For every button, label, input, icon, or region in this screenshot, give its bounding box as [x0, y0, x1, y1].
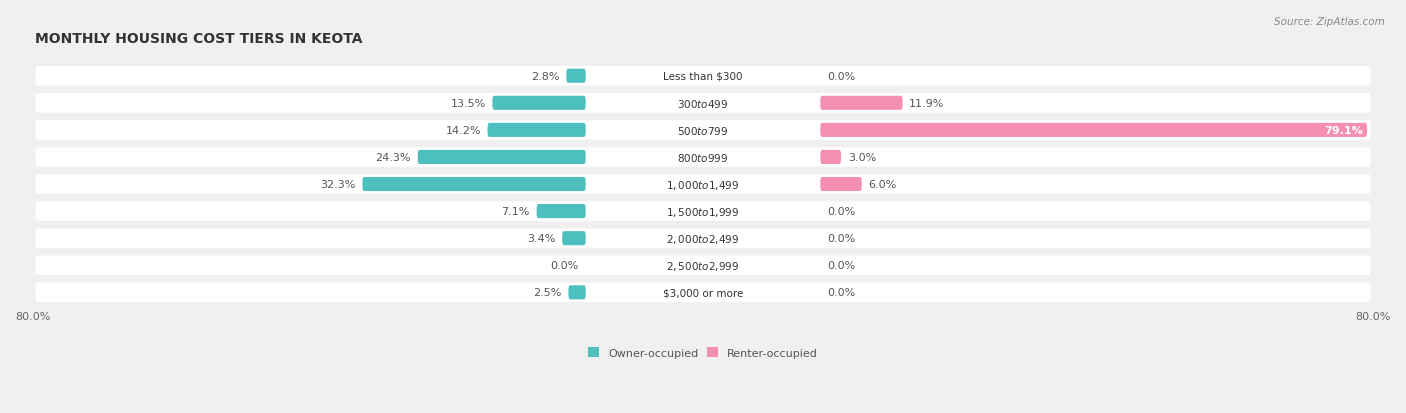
FancyBboxPatch shape — [562, 232, 586, 246]
FancyBboxPatch shape — [35, 148, 1371, 167]
FancyBboxPatch shape — [537, 204, 586, 218]
Text: 14.2%: 14.2% — [446, 126, 481, 135]
Text: 0.0%: 0.0% — [827, 261, 855, 271]
FancyBboxPatch shape — [35, 202, 1371, 221]
FancyBboxPatch shape — [35, 256, 1371, 275]
FancyBboxPatch shape — [35, 121, 1371, 140]
Text: 3.0%: 3.0% — [848, 152, 876, 163]
Text: 0.0%: 0.0% — [827, 234, 855, 244]
FancyBboxPatch shape — [488, 123, 586, 138]
Text: 0.0%: 0.0% — [551, 261, 579, 271]
Text: $1,500 to $1,999: $1,500 to $1,999 — [666, 205, 740, 218]
FancyBboxPatch shape — [35, 94, 1371, 113]
Text: 79.1%: 79.1% — [1324, 126, 1362, 135]
Text: 11.9%: 11.9% — [910, 99, 945, 109]
Text: 0.0%: 0.0% — [827, 71, 855, 81]
Text: 13.5%: 13.5% — [450, 99, 485, 109]
Text: MONTHLY HOUSING COST TIERS IN KEOTA: MONTHLY HOUSING COST TIERS IN KEOTA — [35, 31, 363, 45]
Text: 2.5%: 2.5% — [533, 287, 562, 298]
Text: $800 to $999: $800 to $999 — [678, 152, 728, 164]
FancyBboxPatch shape — [492, 97, 586, 111]
Text: 7.1%: 7.1% — [502, 206, 530, 216]
Text: Source: ZipAtlas.com: Source: ZipAtlas.com — [1274, 17, 1385, 26]
FancyBboxPatch shape — [568, 286, 586, 300]
Text: $2,500 to $2,999: $2,500 to $2,999 — [666, 259, 740, 272]
FancyBboxPatch shape — [35, 283, 1371, 302]
Text: 3.4%: 3.4% — [527, 234, 555, 244]
Text: 0.0%: 0.0% — [827, 206, 855, 216]
FancyBboxPatch shape — [567, 69, 586, 83]
Text: $1,000 to $1,499: $1,000 to $1,499 — [666, 178, 740, 191]
Text: 0.0%: 0.0% — [827, 287, 855, 298]
FancyBboxPatch shape — [820, 178, 862, 192]
Text: 2.8%: 2.8% — [531, 71, 560, 81]
Text: 6.0%: 6.0% — [869, 180, 897, 190]
FancyBboxPatch shape — [418, 151, 586, 165]
Text: $500 to $799: $500 to $799 — [678, 125, 728, 137]
FancyBboxPatch shape — [820, 97, 903, 111]
FancyBboxPatch shape — [35, 175, 1371, 194]
FancyBboxPatch shape — [35, 229, 1371, 248]
Text: Less than $300: Less than $300 — [664, 71, 742, 81]
FancyBboxPatch shape — [820, 151, 841, 165]
Text: $2,000 to $2,499: $2,000 to $2,499 — [666, 232, 740, 245]
Text: 32.3%: 32.3% — [321, 180, 356, 190]
FancyBboxPatch shape — [363, 178, 586, 192]
FancyBboxPatch shape — [820, 123, 1367, 138]
Legend: Owner-occupied, Renter-occupied: Owner-occupied, Renter-occupied — [588, 348, 818, 358]
FancyBboxPatch shape — [35, 67, 1371, 86]
Text: 24.3%: 24.3% — [375, 152, 411, 163]
Text: $3,000 or more: $3,000 or more — [662, 287, 744, 298]
Text: $300 to $499: $300 to $499 — [678, 97, 728, 109]
